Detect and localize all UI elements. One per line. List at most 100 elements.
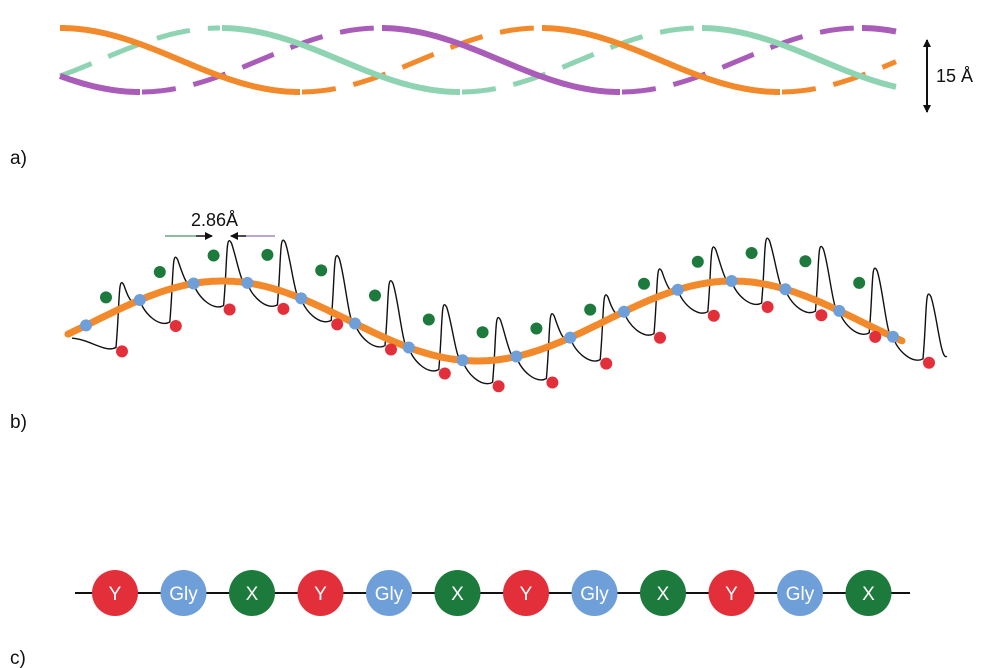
helix-back-segments — [59, 25, 897, 95]
residue-circle — [366, 570, 412, 616]
triple-helix-panel: 15 Å a) — [10, 25, 973, 169]
y-bead — [923, 356, 935, 369]
orange-strand-back-segment — [302, 25, 540, 95]
gly-bead — [671, 283, 684, 296]
panel-b-label: b) — [10, 412, 27, 433]
purple-strand-back-segment — [622, 25, 860, 95]
residue-y: Y — [297, 570, 344, 616]
residue-label: X — [862, 584, 875, 605]
residue-circle — [229, 570, 275, 616]
residue-label: Y — [314, 584, 327, 605]
gly-bead — [187, 277, 200, 290]
residue-label: X — [451, 584, 464, 605]
residue-x: X — [640, 570, 686, 616]
panel-c-label: c) — [10, 648, 26, 668]
residue-label: Gly — [580, 584, 609, 605]
residue-label: Gly — [786, 584, 815, 605]
residue-label: Gly — [375, 584, 404, 605]
x-bead — [476, 326, 489, 339]
x-bead — [638, 277, 650, 290]
y-bead — [707, 309, 720, 322]
orange-strand-front-segment — [542, 25, 780, 95]
gly-bead — [833, 304, 846, 317]
y-bead — [654, 331, 666, 344]
x-bead — [100, 291, 112, 304]
gly-bead — [564, 331, 577, 344]
x-bead — [422, 313, 435, 326]
residue-x: X — [229, 570, 275, 616]
teal-strand-back-segment — [462, 25, 700, 95]
gly-bead — [241, 276, 254, 289]
residue-circle — [503, 570, 549, 616]
residue-label: X — [246, 584, 259, 605]
y-bead — [546, 376, 559, 389]
y-bead — [169, 320, 182, 332]
gly-bead — [618, 305, 630, 318]
gly-bead — [887, 330, 899, 343]
residue-y: Y — [503, 570, 549, 616]
residue-label: Y — [725, 584, 738, 605]
x-bead — [799, 255, 812, 268]
y-bead — [600, 357, 613, 370]
y-bead — [438, 367, 451, 380]
single-chain-panel: 2.86Å b) — [10, 210, 948, 433]
orange-strand-front-segment — [60, 25, 300, 95]
residue-circle — [160, 570, 207, 616]
y-bead — [869, 330, 882, 343]
sequence-panel: Y Gly X Y Gly X Y Gly X Y Gly X c) — [10, 570, 910, 668]
gly-bead — [80, 319, 92, 332]
residue-gly: Gly — [366, 570, 412, 616]
diameter-label: 15 Å — [936, 66, 973, 86]
helix-front-segments — [59, 25, 897, 95]
x-bead — [207, 249, 220, 262]
residue-circle — [845, 570, 892, 616]
residue-label: Y — [109, 584, 122, 605]
residue-beads — [80, 247, 935, 393]
x-bead — [261, 248, 274, 261]
x-bead — [530, 322, 543, 335]
x-bead — [745, 247, 758, 259]
residue-gly: Gly — [777, 570, 823, 616]
residue-label: Gly — [169, 584, 198, 605]
residue-circle — [92, 570, 138, 616]
residue-circle — [708, 570, 755, 616]
x-bead — [315, 264, 328, 277]
purple-strand-front-segment — [862, 25, 897, 35]
backbone-zigzag — [71, 237, 948, 385]
y-bead — [815, 309, 828, 322]
teal-strand-front-segment — [222, 25, 460, 95]
residue-gly: Gly — [160, 570, 207, 616]
purple-strand-back-segment — [142, 25, 380, 95]
residue-circle — [777, 570, 823, 616]
purple-strand-front-segment — [382, 25, 620, 95]
residue-label: Y — [520, 584, 533, 605]
residue-circle — [640, 570, 686, 616]
gly-bead — [725, 275, 738, 287]
residue-circle — [571, 570, 618, 616]
x-bead — [153, 266, 166, 278]
gly-bead — [402, 341, 415, 354]
residue-circle — [434, 570, 481, 616]
residue-label: X — [657, 584, 670, 605]
residue-y: Y — [708, 570, 755, 616]
helix-axis — [64, 277, 906, 365]
x-bead — [691, 255, 704, 268]
panel-a-label: a) — [10, 148, 27, 169]
x-bead — [853, 276, 866, 289]
residue-gly: Gly — [571, 570, 618, 616]
y-bead — [385, 343, 397, 356]
gly-bead — [133, 294, 146, 306]
x-bead — [584, 303, 597, 316]
y-bead — [331, 318, 344, 331]
purple-strand-front-segment — [59, 73, 140, 95]
orange-strand-back-segment — [782, 59, 897, 95]
residue-x: X — [434, 570, 481, 616]
gly-bead — [779, 283, 792, 296]
x-bead — [369, 289, 381, 302]
gly-bead — [295, 292, 308, 305]
y-bead — [116, 345, 128, 358]
residue-y: Y — [92, 570, 138, 616]
teal-strand-front-segment — [702, 25, 897, 90]
rise-label: 2.86Å — [191, 210, 238, 230]
